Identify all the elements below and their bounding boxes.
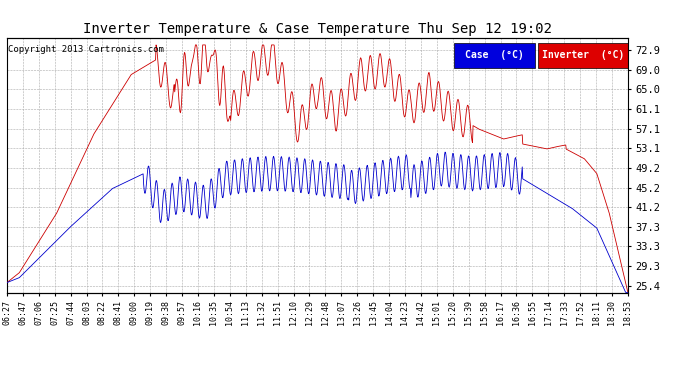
Title: Inverter Temperature & Case Temperature Thu Sep 12 19:02: Inverter Temperature & Case Temperature … xyxy=(83,22,552,36)
Text: Case  (°C): Case (°C) xyxy=(465,50,524,60)
FancyBboxPatch shape xyxy=(454,43,535,68)
Text: Copyright 2013 Cartronics.com: Copyright 2013 Cartronics.com xyxy=(8,45,164,54)
FancyBboxPatch shape xyxy=(538,43,628,68)
Text: Inverter  (°C): Inverter (°C) xyxy=(542,50,624,60)
